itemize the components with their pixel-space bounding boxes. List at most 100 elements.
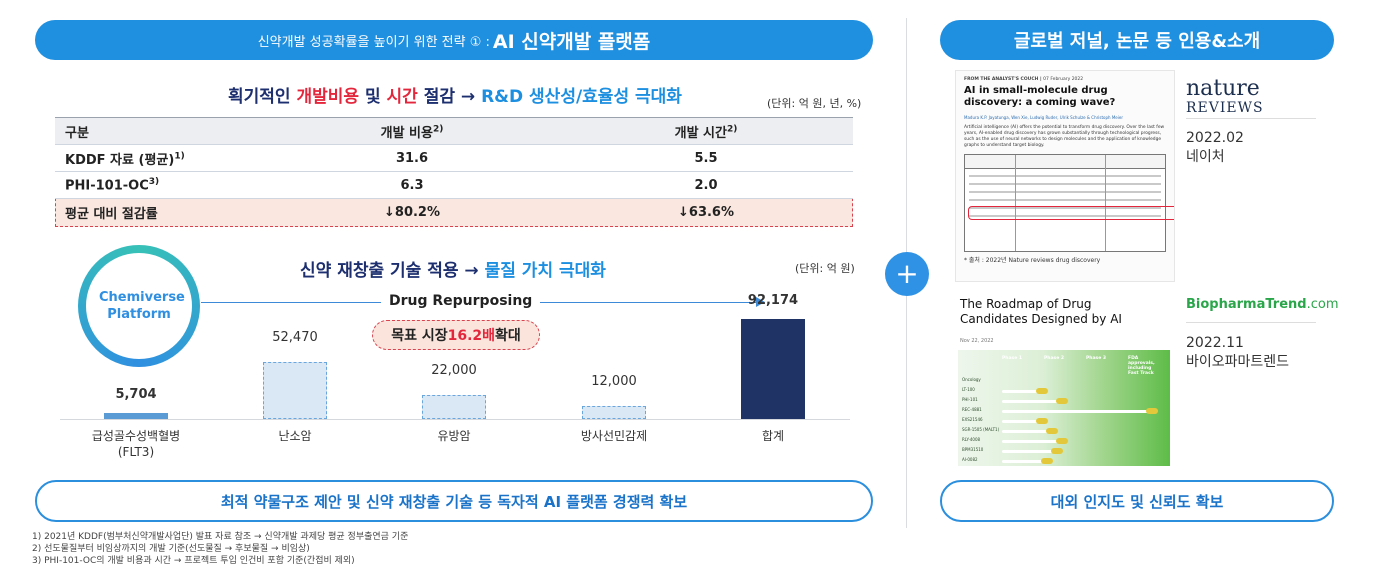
biopharmatrend-logo: BiopharmaTrend.com (1186, 297, 1339, 312)
category-label: 유방암 (437, 429, 471, 443)
right-conclusion-banner: 대외 인지도 및 신뢰도 확보 (940, 480, 1334, 522)
roadmap-phase-header: Phase 1 Phase 2 Phase 3 FDA approvals, incl… (1002, 356, 1170, 376)
cost-headline-text3: 절감 → (417, 87, 482, 107)
market-bar-chart: 5,704 급성골수성백혈병 (FLT3) 52,470 난소암 22,000 유방암 12,… (91, 293, 805, 459)
roadmap-row-label: Oncology (962, 377, 981, 382)
cost-unit: (단위: 억 원, 년, %) (767, 97, 862, 110)
footnotes: 1) 2021년 KDDF(범부처신약개발사업단) 발표 자료 참조 → 신약개… (32, 531, 408, 567)
roadmap-phase-label: FDA approvals, including Fast Track (1128, 356, 1155, 376)
paper-table (964, 154, 1174, 252)
biopharmatrend-logo-main: BiopharmaTrend (1186, 297, 1307, 312)
roadmap-row-label: SGR-1505 (MALT1) (962, 427, 1000, 432)
cost-headline-red2: 시간 (386, 87, 418, 107)
source-divider-2 (1186, 322, 1316, 323)
paper-abstract: Artificial intelligence (AI) offers the … (964, 125, 1165, 148)
bar-3 (422, 395, 486, 419)
roadmap-row-label: RLY-4008 (962, 437, 981, 442)
roadmap-progress-bar (1002, 440, 1062, 443)
roadmap-progress-bar (1002, 430, 1052, 433)
strategy-banner: 신약개발 성공확률을 높이기 위한 전략 ① : AI 신약개발 플랫폼 (35, 20, 873, 60)
category-label: 방사선민감제 (580, 429, 648, 443)
source2-info: 2022.11 바이오파마트렌드 (1186, 334, 1289, 372)
repurposing-headline-text: 신약 재창출 기술 적용 → (300, 261, 485, 281)
paper-title: AI in small-molecule drug discovery: a c… (964, 85, 1116, 108)
table-row: PHI-101-OC3) 6.3 2.0 (55, 171, 853, 199)
biopharmatrend-logo-suffix: .com (1306, 297, 1339, 312)
left-conclusion-banner: 최적 약물구조 제안 및 신약 재창출 기술 등 독자적 AI 플랫폼 경쟁력 … (35, 480, 873, 522)
row-cost: 31.6 (265, 144, 559, 172)
row-label: PHI-101-OC3) (55, 171, 265, 199)
repurposing-headline: 신약 재창출 기술 적용 → 물질 가치 극대화 (300, 256, 606, 281)
row-time: 2.0 (559, 171, 853, 199)
drug-repurposing-label: Drug Repurposing (381, 293, 541, 309)
roadmap-pill-icon (1056, 398, 1068, 404)
paper-authors: Madura K.P. Jayatunga, Wen Xie, Ludwig R… (964, 115, 1123, 120)
platform-label: Chemiverse Platform (99, 290, 185, 322)
roadmap-row: Oncology (962, 377, 1167, 387)
strategy-banner-prefix: 신약개발 성공확률을 높이기 위한 전략 ① : (257, 34, 490, 50)
cost-headline-text2: 및 (359, 87, 387, 107)
roadmap-progress-bar (1002, 390, 1042, 393)
nature-logo-line2: REVIEWS (1186, 100, 1264, 116)
roadmap-row: RLY-4008 (962, 437, 1167, 447)
roadmap-row: REC-4881 (962, 407, 1167, 417)
target-badge-text2: 확대 (495, 328, 521, 344)
category-label: 난소암 (278, 429, 312, 443)
roadmap-row: EXS21546 (962, 417, 1167, 427)
roadmap-pill-icon (1041, 458, 1053, 464)
roadmap-phase-label: Phase 2 (1044, 356, 1064, 361)
roadmap-pill-icon (1036, 388, 1048, 394)
cost-headline-text: 획기적인 (228, 87, 297, 107)
row-cost: ↓80.2% (384, 204, 440, 220)
source-divider-1 (1186, 118, 1316, 119)
category-label: 급성골수성백혈병 (FLT3) (91, 429, 181, 459)
roadmap-thumbnail: Phase 1 Phase 2 Phase 3 FDA approvals, incl… (958, 350, 1170, 466)
roadmap-pill-icon (1146, 408, 1158, 414)
source1-name: 네이처 (1186, 149, 1225, 165)
roadmap-row: AI-0082 (962, 457, 1167, 466)
source1-date: 2022.02 (1186, 130, 1244, 146)
cost-headline-blue: R&D 생산성/효율성 극대화 (481, 87, 682, 107)
roadmap-phase-label: Phase 3 (1086, 356, 1106, 361)
row-time: ↓63.6% (678, 204, 734, 220)
platform-circle: Chemiverse Platform (78, 245, 200, 367)
cost-headline-red1: 개발비용 (296, 87, 360, 107)
source2-name: 바이오파마트렌드 (1186, 354, 1290, 370)
bar-1 (104, 413, 168, 419)
target-badge: 목표 시장 16.2배 확대 (372, 320, 540, 350)
roadmap-rows: Oncology LT-100 PHI-101 REC-4881 EXS21546 SGR… (962, 377, 1167, 466)
roadmap-progress-bar (1002, 460, 1047, 463)
savings-row-highlight (55, 198, 853, 227)
roadmap-row-label: AI-0082 (962, 457, 978, 462)
cost-headline: 획기적인 개발비용 및 시간 절감 → R&D 생산성/효율성 극대화 (228, 82, 682, 107)
nature-logo-line1: nature (1186, 76, 1260, 101)
roadmap-phase-label: Phase 1 (1002, 356, 1022, 361)
roadmap-row: SGR-1505 (MALT1) (962, 427, 1167, 437)
repurposing-headline-blue: 물질 가치 극대화 (484, 261, 606, 281)
roadmap-pill-icon (1056, 438, 1068, 444)
footnote-2: 2) 선도물질부터 비임상까지의 개발 기준(선도물질 → 후보물질 → 비임상… (32, 544, 310, 554)
roadmap-progress-bar (1002, 420, 1042, 423)
paper-source-note: * 출처 : 2022년 Nature reviews drug discove… (964, 257, 1101, 264)
roadmap-row-label: PHI-101 (962, 397, 978, 402)
source1-info: 2022.02 네이처 (1186, 129, 1244, 167)
roadmap-row-label: EXS21546 (962, 417, 983, 422)
roadmap-progress-bar (1002, 400, 1062, 403)
header-time: 개발 시간2) (559, 117, 853, 145)
roadmap-progress-bar (1002, 450, 1057, 453)
roadmap-pill-icon (1046, 428, 1058, 434)
bar-4 (582, 406, 646, 419)
target-badge-multiplier: 16.2배 (447, 328, 496, 344)
row-label: 평균 대비 절감률 (65, 206, 158, 222)
roadmap-progress-bar (1002, 410, 1152, 413)
row-time: 5.5 (559, 144, 853, 172)
bar-5 (741, 319, 805, 419)
arrow-head-icon (756, 297, 765, 307)
header-category: 구분 (55, 117, 265, 145)
paper-kicker: FROM THE ANALYST'S COUCH | 07 February 2… (964, 77, 1084, 82)
roadmap-pill-icon (1036, 418, 1048, 424)
header-cost: 개발 비용2) (265, 117, 559, 145)
nature-reviews-logo: nature REVIEWS (1186, 76, 1316, 117)
roadmap-pill-icon (1051, 448, 1063, 454)
table-row: KDDF 자료 (평균)1) 31.6 5.5 (55, 144, 853, 172)
